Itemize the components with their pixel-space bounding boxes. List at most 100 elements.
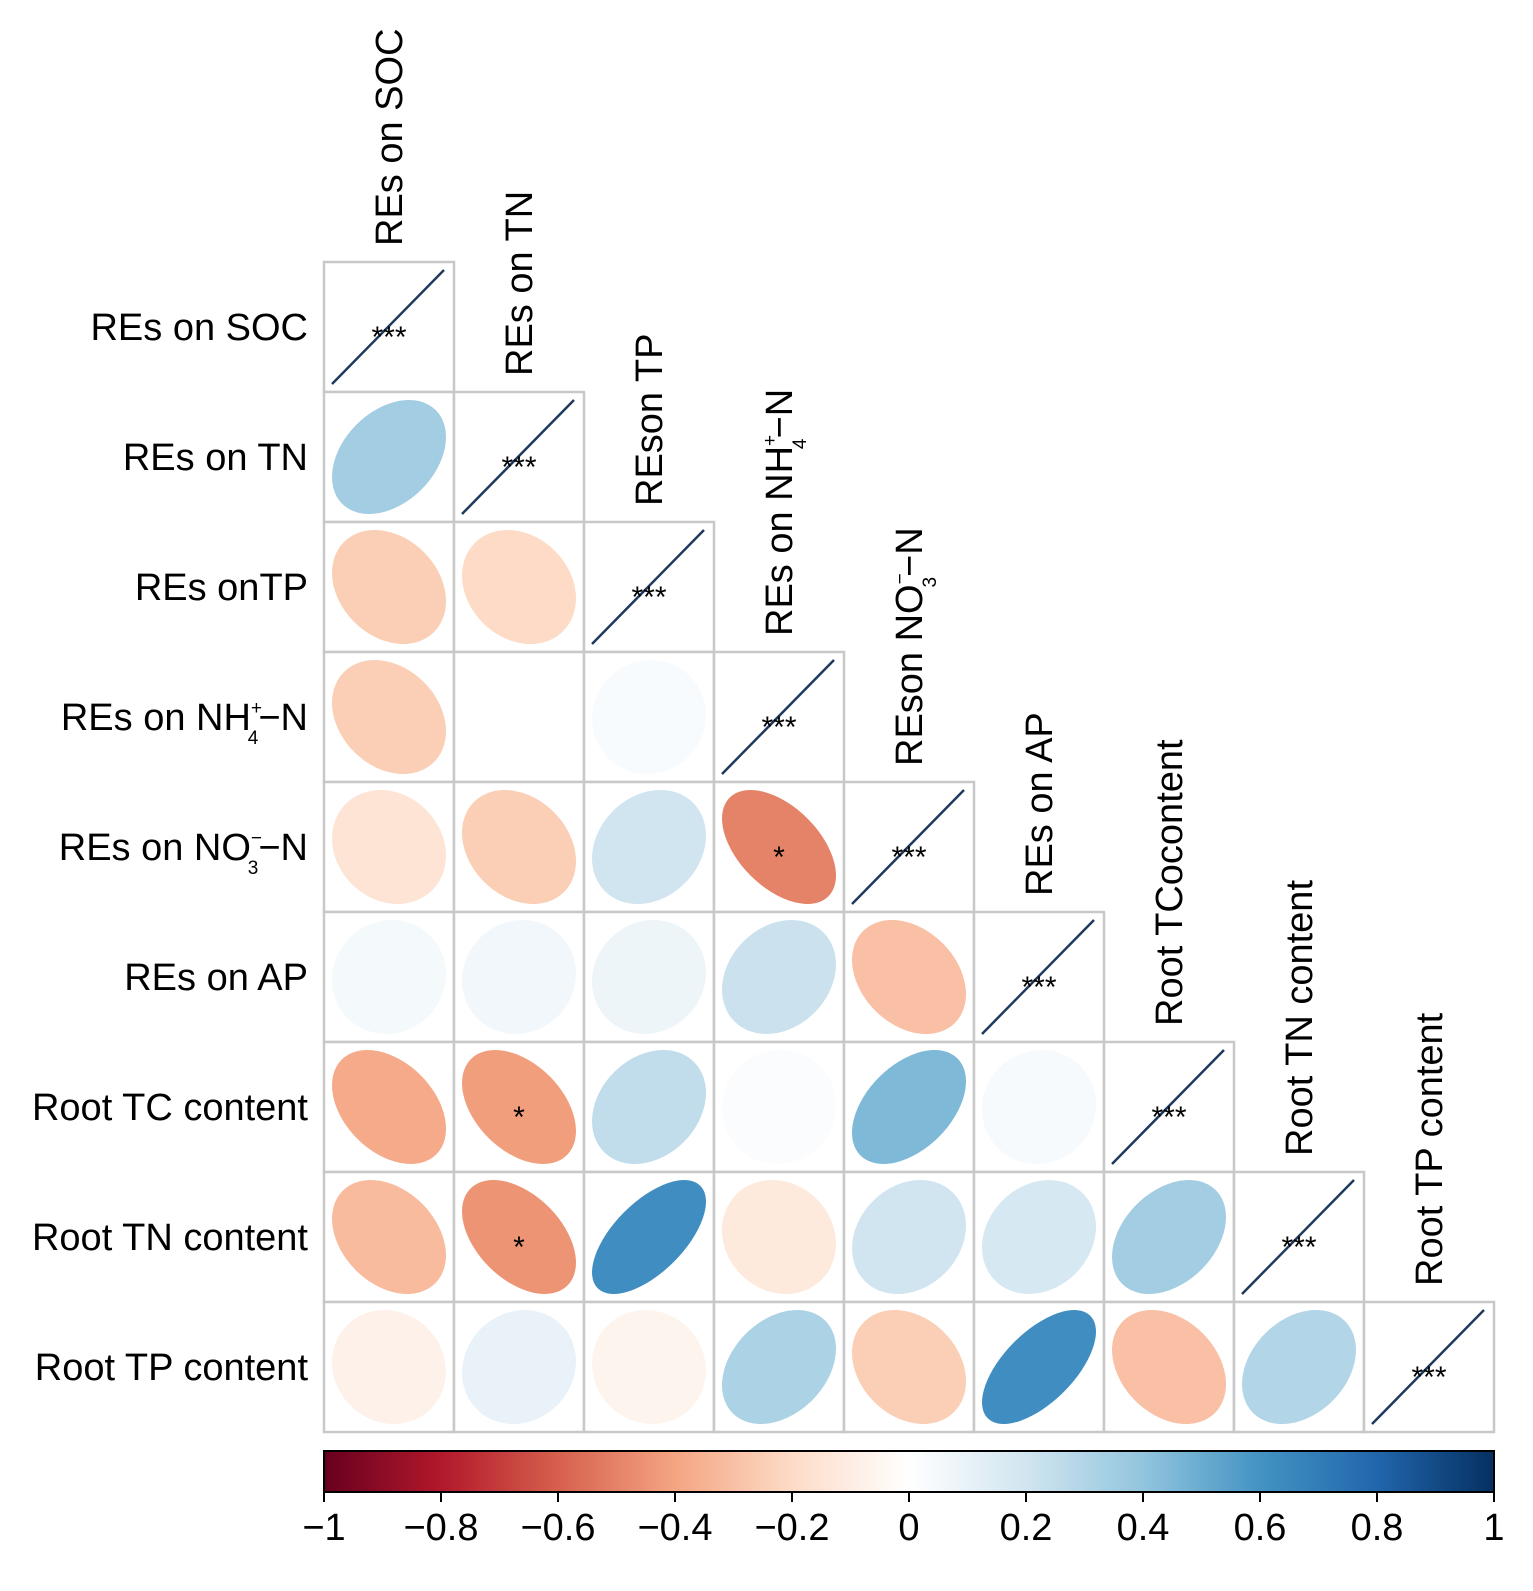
cell-8-8: ***: [1362, 1300, 1496, 1434]
cell-7-4: [842, 1170, 976, 1304]
colorbar-tick-label: 0.6: [1234, 1507, 1287, 1549]
colorbar-tick-label: −0.6: [520, 1507, 595, 1549]
correlation-ellipse: [462, 1180, 576, 1294]
row-labels: REs on SOC REs on TN REs onTP REs on NH+ 4−N…: [32, 307, 308, 1389]
row-label: Root TP content: [35, 1347, 309, 1389]
correlation-ellipse: [462, 1310, 576, 1424]
correlation-ellipse: [1242, 1310, 1356, 1424]
column-label: Root TCocontent: [1149, 739, 1191, 1026]
significance-mark: ***: [371, 321, 406, 354]
row-label: REs onTP: [135, 567, 308, 609]
cell-6-2: [582, 1040, 716, 1174]
colorbar-tick-label: −0.8: [403, 1507, 478, 1549]
column-labels: REs on SOC REs on TN REson TP REs on NH+ 4−N…: [369, 28, 1451, 1286]
correlation-ellipse: [1112, 1310, 1226, 1424]
row-label: REs on SOC: [90, 307, 308, 349]
correlation-ellipse: [332, 1180, 446, 1294]
correlation-ellipse: [332, 1310, 446, 1424]
correlation-ellipse: [332, 400, 446, 514]
colorbar-gradient: [323, 1450, 1495, 1493]
row-label: REs on AP: [124, 957, 308, 999]
correlation-ellipse: [332, 530, 446, 644]
diagonal-line: [851, 789, 965, 905]
column-label: Root TN content: [1279, 880, 1321, 1156]
significance-mark: *: [513, 1231, 525, 1264]
correlation-ellipse: [332, 790, 446, 904]
cell-8-5: [972, 1300, 1106, 1434]
cell-7-5: [972, 1170, 1106, 1304]
column-label: REs on AP: [1019, 712, 1061, 896]
significance-mark: ***: [631, 581, 666, 614]
row-label: REs on NH+ 4−N: [61, 697, 308, 749]
correlation-ellipse: [332, 920, 446, 1034]
cell-5-3: [712, 910, 846, 1044]
correlation-ellipse: [852, 1050, 966, 1164]
column-label: REson TP: [629, 334, 671, 506]
column-label: Root TP content: [1409, 1012, 1451, 1286]
cell-7-7: ***: [1232, 1170, 1366, 1304]
row-label: REs on TN: [123, 437, 308, 479]
cell-4-1: [452, 780, 586, 914]
correlation-matrix: ************* ******* **** ******: [322, 260, 1496, 1434]
cell-2-0: [322, 520, 456, 654]
diagonal-line: [1111, 1049, 1225, 1165]
correlation-ellipse: [852, 1310, 966, 1424]
diagonal-line: [981, 919, 1095, 1035]
cell-2-2: ***: [582, 520, 716, 654]
correlation-ellipse: [332, 1050, 446, 1164]
correlation-ellipse: [592, 920, 706, 1034]
column-label: REson NO− 3−N: [889, 527, 941, 766]
significance-mark: ***: [761, 711, 796, 744]
cell-8-3: [712, 1300, 846, 1434]
colorbar-tick-label: 0.2: [1000, 1507, 1053, 1549]
cell-8-4: [842, 1300, 976, 1434]
colorbar-tick-label: 0: [898, 1507, 919, 1549]
cell-6-1: *: [452, 1040, 586, 1174]
cell-8-6: [1102, 1300, 1236, 1434]
cell-7-3: [712, 1170, 846, 1304]
cell-3-3: ***: [712, 650, 846, 784]
cell-3-1: [452, 650, 586, 784]
cell-7-0: [322, 1170, 456, 1304]
diagonal-line: [461, 399, 575, 515]
cell-7-2: [582, 1170, 716, 1304]
correlation-ellipse: [592, 1310, 706, 1424]
significance-mark: *: [513, 1101, 525, 1134]
significance-mark: *: [773, 841, 785, 874]
cell-4-0: [322, 780, 456, 914]
cell-8-2: [582, 1300, 716, 1434]
cell-7-6: [1102, 1170, 1236, 1304]
diagonal-line: [1371, 1309, 1485, 1425]
colorbar: −1 −0.8 −0.6 −0.4 −0.2 0 0.2 0.4 0.6 0.8 1: [302, 1450, 1505, 1549]
cell-5-5: ***: [972, 910, 1106, 1044]
cell-8-1: [452, 1300, 586, 1434]
cell-7-1: *: [452, 1170, 586, 1304]
correlation-ellipse: [722, 1310, 836, 1424]
cell-1-0: [322, 390, 456, 524]
column-label: REs on TN: [499, 191, 541, 376]
correlation-ellipse: [722, 920, 836, 1034]
significance-mark: ***: [1151, 1101, 1186, 1134]
cell-4-2: [582, 780, 716, 914]
cell-1-1: ***: [452, 390, 586, 524]
cell-8-7: [1232, 1300, 1366, 1434]
correlation-ellipse: [462, 1050, 576, 1164]
row-label: Root TN content: [32, 1217, 308, 1259]
cell-5-4: [842, 910, 976, 1044]
correlation-ellipse: [592, 1050, 706, 1164]
correlation-ellipse: [852, 1180, 966, 1294]
cell-8-0: [322, 1300, 456, 1434]
significance-mark: ***: [1411, 1361, 1446, 1394]
diagonal-line: [331, 269, 445, 385]
colorbar-tick-label: −0.2: [754, 1507, 829, 1549]
correlation-ellipse: [462, 920, 576, 1034]
row-label: Root TC content: [32, 1087, 308, 1129]
correlation-ellipse: [592, 1180, 706, 1294]
correlation-ellipse: [462, 790, 576, 904]
correlation-ellipse: [462, 660, 576, 774]
correlation-ellipse: [592, 790, 706, 904]
correlation-ellipse: [722, 790, 836, 904]
cell-5-0: [322, 910, 456, 1044]
correlation-ellipse: [852, 920, 966, 1034]
